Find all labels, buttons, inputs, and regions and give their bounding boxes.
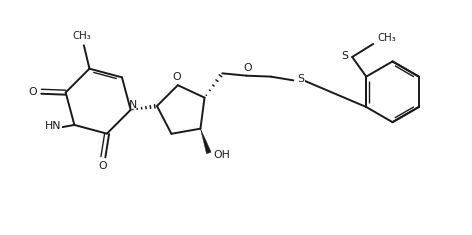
Text: OH: OH [213, 150, 230, 160]
Text: O: O [243, 63, 252, 73]
Text: S: S [341, 51, 348, 61]
Text: O: O [173, 72, 181, 82]
Text: N: N [129, 100, 138, 110]
Text: S: S [297, 74, 304, 84]
Text: CH₃: CH₃ [72, 31, 91, 41]
Polygon shape [201, 129, 211, 154]
Text: O: O [99, 161, 108, 171]
Text: O: O [29, 86, 37, 97]
Text: CH₃: CH₃ [378, 33, 396, 43]
Text: HN: HN [45, 121, 61, 131]
